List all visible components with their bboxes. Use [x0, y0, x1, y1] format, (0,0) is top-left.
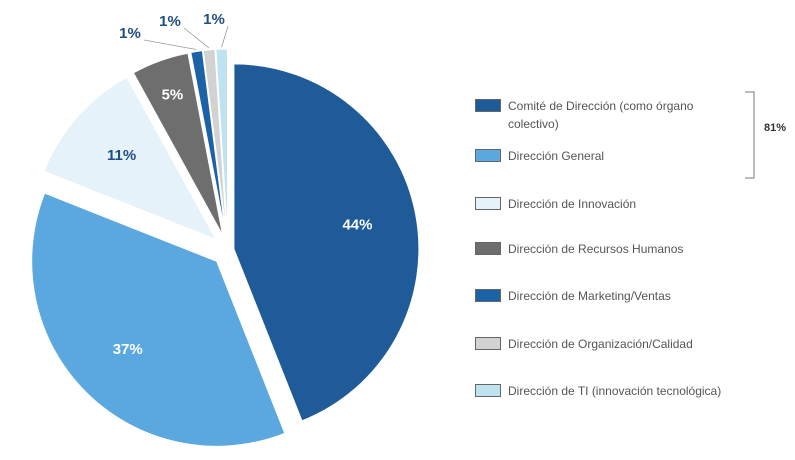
- pie-slice: [190, 50, 226, 235]
- bracket: [745, 91, 755, 179]
- legend-swatch: [475, 337, 501, 350]
- legend-label: Dirección General: [508, 149, 605, 163]
- legend-item: Dirección de TI (innovación tecnológica): [475, 382, 725, 400]
- annotation: 81%: [764, 122, 787, 134]
- data-label: 1%: [203, 11, 225, 28]
- legend-swatch: [475, 197, 501, 210]
- legend-swatch: [475, 242, 501, 255]
- legend-swatch: [475, 384, 501, 397]
- legend-item: Dirección de Organización/Calidad: [475, 335, 725, 353]
- legend-item: Dirección de Recursos Humanos: [475, 240, 725, 258]
- pie-slice: [233, 63, 420, 422]
- pie-slice: [31, 192, 286, 447]
- legend-item: Comité de Dirección (como órgano colecti…: [475, 97, 725, 133]
- leader-line: [221, 25, 229, 48]
- data-label: 11%: [107, 147, 136, 164]
- legend-item: Dirección de Innovación: [475, 195, 725, 213]
- data-label: 1%: [119, 25, 141, 42]
- legend-label: Dirección de TI (innovación tecnológica): [508, 384, 722, 398]
- leader-line: [143, 39, 197, 50]
- data-label: 44%: [342, 216, 372, 233]
- pie-slice: [215, 48, 228, 235]
- legend-item: Dirección de Marketing/Ventas: [475, 287, 725, 305]
- legend-label: Dirección de Organización/Calidad: [508, 337, 693, 351]
- data-label: 37%: [113, 341, 143, 358]
- legend-item: Dirección General: [475, 147, 725, 165]
- leader-line: [183, 27, 210, 49]
- legend-label: Dirección de Marketing/Ventas: [508, 289, 671, 303]
- data-label: 5%: [162, 87, 184, 104]
- legend-swatch: [475, 289, 501, 302]
- data-label: 1%: [159, 13, 181, 30]
- pie-slice: [202, 48, 227, 235]
- legend-swatch: [475, 99, 501, 112]
- pie-slice: [132, 52, 224, 236]
- legend-swatch: [475, 149, 501, 162]
- legend-label: Dirección de Innovación: [508, 197, 637, 211]
- legend-label: Dirección de Recursos Humanos: [508, 242, 684, 256]
- pie-slice: [43, 76, 218, 241]
- legend-label: Comité de Dirección (como órgano colecti…: [508, 99, 694, 131]
